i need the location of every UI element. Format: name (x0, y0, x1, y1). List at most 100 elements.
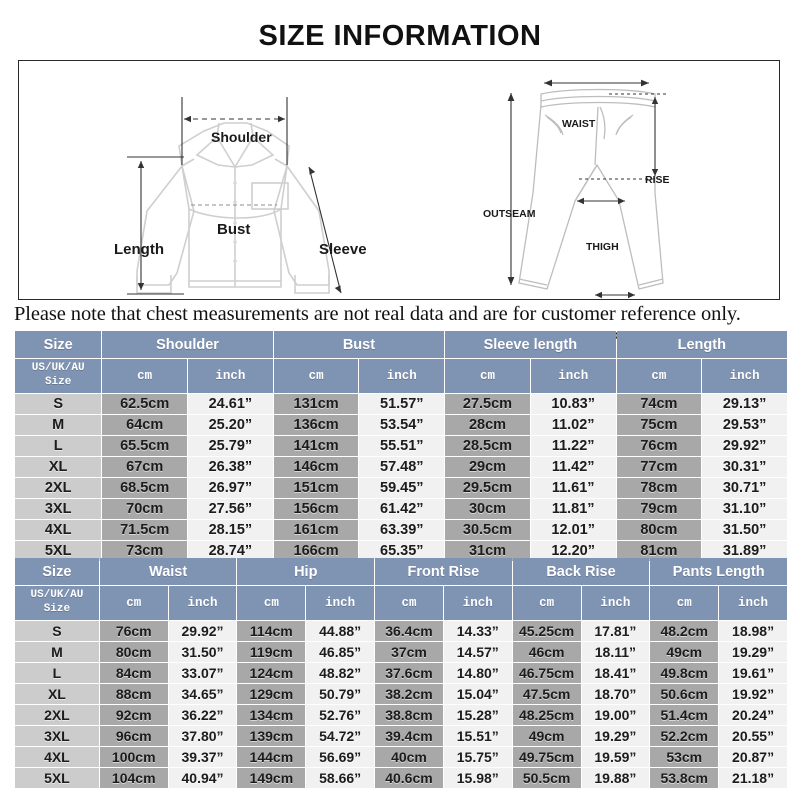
col-header-unit-cm: cm (616, 359, 702, 393)
cell-inch: 29.53” (702, 415, 787, 435)
col-header-group-bust: Bust (273, 331, 445, 358)
cell-inch: 15.51” (443, 726, 512, 746)
cell-cm: 70cm (102, 499, 188, 519)
cell-cm: 46cm (512, 642, 581, 662)
cell-inch: 15.28” (443, 705, 512, 725)
col-header-unit-inch: inch (581, 586, 650, 620)
cell-cm: 76cm (99, 621, 168, 641)
cell-cm: 36.4cm (375, 621, 443, 641)
cell-inch: 11.22” (530, 436, 616, 456)
cell-inch: 20.24” (719, 705, 787, 725)
col-header-group-front-rise: Front Rise (375, 558, 512, 585)
cell-cm: 29cm (445, 457, 530, 477)
col-header-unit-cm: cm (102, 359, 188, 393)
cell-cm: 80cm (99, 642, 168, 662)
cell-inch: 18.41” (581, 663, 650, 683)
table-row: 2XL 92cm 36.22” 134cm 52.76” 38.8cm 15.28” 48.2… (15, 705, 787, 725)
cell-cm: 88cm (99, 684, 168, 704)
col-header-unit-inch: inch (359, 359, 445, 393)
cell-cm: 129cm (237, 684, 306, 704)
cell-cm: 53.8cm (650, 768, 719, 788)
cell-cm: 49cm (512, 726, 581, 746)
cell-inch: 24.61” (188, 394, 273, 414)
cell-inch: 55.51” (359, 436, 445, 456)
cell-cm: 28.5cm (445, 436, 530, 456)
cell-cm: 47.5cm (512, 684, 581, 704)
cell-inch: 20.87” (719, 747, 787, 767)
cell-inch: 54.72” (306, 726, 375, 746)
cell-cm: 30.5cm (445, 520, 530, 540)
cell-inch: 59.45” (359, 478, 445, 498)
cell-inch: 40.94” (168, 768, 237, 788)
cell-inch: 29.13” (702, 394, 787, 414)
cell-size: M (15, 415, 102, 435)
col-header-group-back-rise: Back Rise (512, 558, 650, 585)
cell-cm: 124cm (237, 663, 306, 683)
cell-inch: 11.42” (530, 457, 616, 477)
cell-cm: 37cm (375, 642, 443, 662)
cell-size: 3XL (15, 726, 99, 746)
cell-inch: 52.76” (306, 705, 375, 725)
table-row: L 84cm 33.07” 124cm 48.82” 37.6cm 14.80” 46.75c… (15, 663, 787, 683)
shirt-label-length: Length (114, 241, 164, 258)
cell-inch: 53.54” (359, 415, 445, 435)
cell-inch: 18.70” (581, 684, 650, 704)
cell-cm: 92cm (99, 705, 168, 725)
cell-cm: 48.25cm (512, 705, 581, 725)
table-row: L 65.5cm 25.79” 141cm 55.51” 28.5cm 11.22” 76cm… (15, 436, 787, 456)
table-row: 5XL 104cm 40.94” 149cm 58.66” 40.6cm 15.98” 50.… (15, 768, 787, 788)
cell-inch: 15.98” (443, 768, 512, 788)
col-header-size: Size (15, 558, 99, 585)
cell-inch: 28.15” (188, 520, 273, 540)
cell-inch: 10.83” (530, 394, 616, 414)
cell-size: XL (15, 457, 102, 477)
cell-cm: 40cm (375, 747, 443, 767)
cell-cm: 28cm (445, 415, 530, 435)
cell-size: 5XL (15, 541, 102, 561)
cell-inch: 31.50” (168, 642, 237, 662)
cell-size: 4XL (15, 747, 99, 767)
cell-inch: 15.75” (443, 747, 512, 767)
cell-inch: 31.50” (702, 520, 787, 540)
cell-inch: 51.57” (359, 394, 445, 414)
cell-cm: 40.6cm (375, 768, 443, 788)
cell-inch: 30.71” (702, 478, 787, 498)
table-row: S 62.5cm 24.61” 131cm 51.57” 27.5cm 10.83” 74cm… (15, 394, 787, 414)
cell-cm: 46.75cm (512, 663, 581, 683)
cell-inch: 46.85” (306, 642, 375, 662)
shirt-label-sleeve: Sleeve (319, 241, 367, 258)
cell-inch: 31.10” (702, 499, 787, 519)
cell-inch: 14.33” (443, 621, 512, 641)
cell-cm: 77cm (616, 457, 702, 477)
cell-cm: 139cm (237, 726, 306, 746)
col-header-unit-cm: cm (512, 586, 581, 620)
cell-inch: 29.92” (168, 621, 237, 641)
col-header-size: Size (15, 331, 102, 358)
pants-label-rise: RISE (645, 174, 670, 186)
cell-inch: 14.80” (443, 663, 512, 683)
cell-cm: 151cm (273, 478, 359, 498)
table-row: 4XL 100cm 39.37” 144cm 56.69” 40cm 15.75” 49.75… (15, 747, 787, 767)
top-size-table: Size Shoulder Bust Sleeve length Length US/UK… (14, 330, 788, 562)
cell-cm: 74cm (616, 394, 702, 414)
cell-inch: 11.81” (530, 499, 616, 519)
cell-inch: 57.48” (359, 457, 445, 477)
cell-inch: 65.35” (359, 541, 445, 561)
pants-diagram-panel: WAIST RISE OUTSEAM THIGH LEG OPENING (449, 61, 779, 342)
cell-cm: 119cm (237, 642, 306, 662)
cell-inch: 31.89” (702, 541, 787, 561)
table-row: 2XL 68.5cm 26.97” 151cm 59.45” 29.5cm 11.61” 78… (15, 478, 787, 498)
col-header-unit-inch: inch (702, 359, 787, 393)
col-header-unit-inch: inch (306, 586, 375, 620)
table-row: 4XL 71.5cm 28.15” 161cm 63.39” 30.5cm 12.01” 80… (15, 520, 787, 540)
col-header-unit-cm: cm (375, 586, 443, 620)
col-header-group-shoulder: Shoulder (102, 331, 273, 358)
pants-illustration-icon (507, 79, 667, 299)
col-header-group-hip: Hip (237, 558, 375, 585)
cell-inch: 29.92” (702, 436, 787, 456)
page-title: SIZE INFORMATION (258, 20, 542, 52)
shirt-diagram-panel: Shoulder Bust Length Sleeve (19, 61, 449, 299)
cell-inch: 18.11” (581, 642, 650, 662)
col-header-unit-inch: inch (530, 359, 616, 393)
